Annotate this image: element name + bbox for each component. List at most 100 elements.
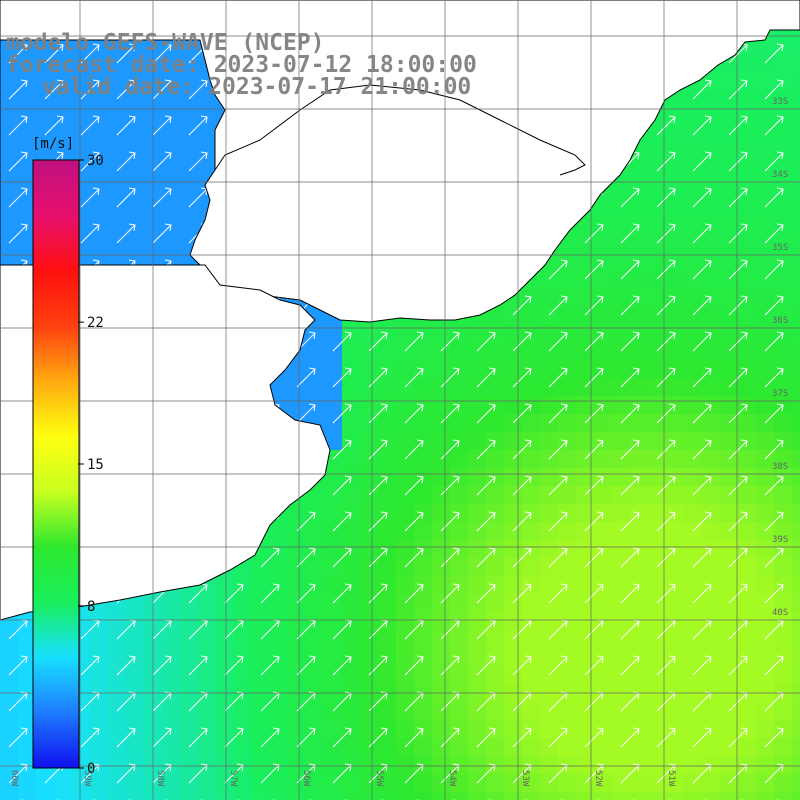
field-cell: [108, 216, 126, 234]
field-cell: [774, 234, 792, 252]
wind-arrow: [764, 187, 784, 208]
field-cell: [486, 594, 504, 612]
field-cell: [36, 612, 54, 630]
field-cell: [540, 288, 558, 306]
wind-arrow: [440, 439, 460, 460]
field-cell: [576, 792, 594, 800]
field-cell: [630, 558, 648, 576]
wind-arrow: [260, 727, 280, 748]
wind-arrow: [764, 151, 784, 172]
wind-arrow: [116, 223, 136, 244]
field-cell: [756, 108, 774, 126]
field-cell: [504, 468, 522, 486]
wind-arrow: [440, 475, 460, 496]
field-cell: [0, 792, 18, 800]
field-cell: [360, 648, 378, 666]
field-cell: [792, 360, 800, 378]
field-cell: [162, 594, 180, 612]
field-cell: [612, 576, 630, 594]
wind-arrow: [512, 475, 532, 496]
wind-arrow: [332, 727, 352, 748]
wind-arrow: [332, 583, 352, 604]
field-cell: [324, 612, 342, 630]
field-cell: [126, 666, 144, 684]
field-cell: [576, 648, 594, 666]
wind-arrow: [548, 439, 568, 460]
field-cell: [450, 342, 468, 360]
field-cell: [324, 360, 342, 378]
field-cell: [18, 738, 36, 756]
field-cell: [666, 234, 684, 252]
field-cell: [396, 504, 414, 522]
field-cell: [342, 450, 360, 468]
wind-arrow: [620, 655, 640, 676]
field-cell: [774, 450, 792, 468]
field-cell: [396, 612, 414, 630]
field-cell: [54, 54, 72, 72]
field-cell: [774, 270, 792, 288]
field-cell: [270, 558, 288, 576]
field-cell: [468, 540, 486, 558]
wind-arrow: [728, 223, 748, 244]
field-cell: [378, 486, 396, 504]
field-cell: [270, 522, 288, 540]
latitude-label: 37S: [772, 389, 788, 399]
field-cell: [450, 486, 468, 504]
field-cell: [486, 738, 504, 756]
field-cell: [108, 612, 126, 630]
field-cell: [378, 342, 396, 360]
field-cell: [702, 162, 720, 180]
field-cell: [450, 774, 468, 792]
field-cell: [270, 594, 288, 612]
field-cell: [288, 756, 306, 774]
field-cell: [360, 360, 378, 378]
field-cell: [432, 324, 450, 342]
field-cell: [432, 468, 450, 486]
field-cell: [720, 360, 738, 378]
field-cell: [792, 630, 800, 648]
field-cell: [54, 90, 72, 108]
field-cell: [792, 432, 800, 450]
wind-arrow: [728, 511, 748, 532]
field-cell: [414, 450, 432, 468]
wind-arrow: [656, 295, 676, 316]
field-cell: [90, 90, 108, 108]
field-cell: [540, 576, 558, 594]
field-cell: [630, 594, 648, 612]
field-cell: [162, 126, 180, 144]
wind-arrow: [116, 43, 136, 64]
wind-arrow: [116, 79, 136, 100]
field-cell: [540, 360, 558, 378]
field-cell: [126, 126, 144, 144]
field-cell: [774, 666, 792, 684]
field-cell: [306, 738, 324, 756]
field-cell: [0, 180, 18, 198]
wind-arrow: [8, 655, 28, 676]
wind-arrow: [512, 367, 532, 388]
field-cell: [450, 414, 468, 432]
field-cell: [306, 666, 324, 684]
field-cell: [702, 522, 720, 540]
field-cell: [720, 612, 738, 630]
field-cell: [198, 90, 216, 108]
field-cell: [504, 720, 522, 738]
field-cell: [504, 576, 522, 594]
field-cell: [774, 342, 792, 360]
wind-arrow: [548, 655, 568, 676]
wind-arrow: [692, 583, 712, 604]
field-cell: [594, 270, 612, 288]
wind-arrow: [332, 763, 352, 784]
wind-arrow: [692, 115, 712, 136]
field-cell: [630, 702, 648, 720]
field-cell: [558, 666, 576, 684]
field-cell: [702, 126, 720, 144]
field-cell: [612, 252, 630, 270]
field-cell: [612, 324, 630, 342]
field-cell: [468, 468, 486, 486]
field-cell: [648, 468, 666, 486]
field-cell: [324, 720, 342, 738]
field-cell: [702, 666, 720, 684]
wind-arrow: [8, 727, 28, 748]
field-cell: [342, 666, 360, 684]
field-cell: [648, 180, 666, 198]
